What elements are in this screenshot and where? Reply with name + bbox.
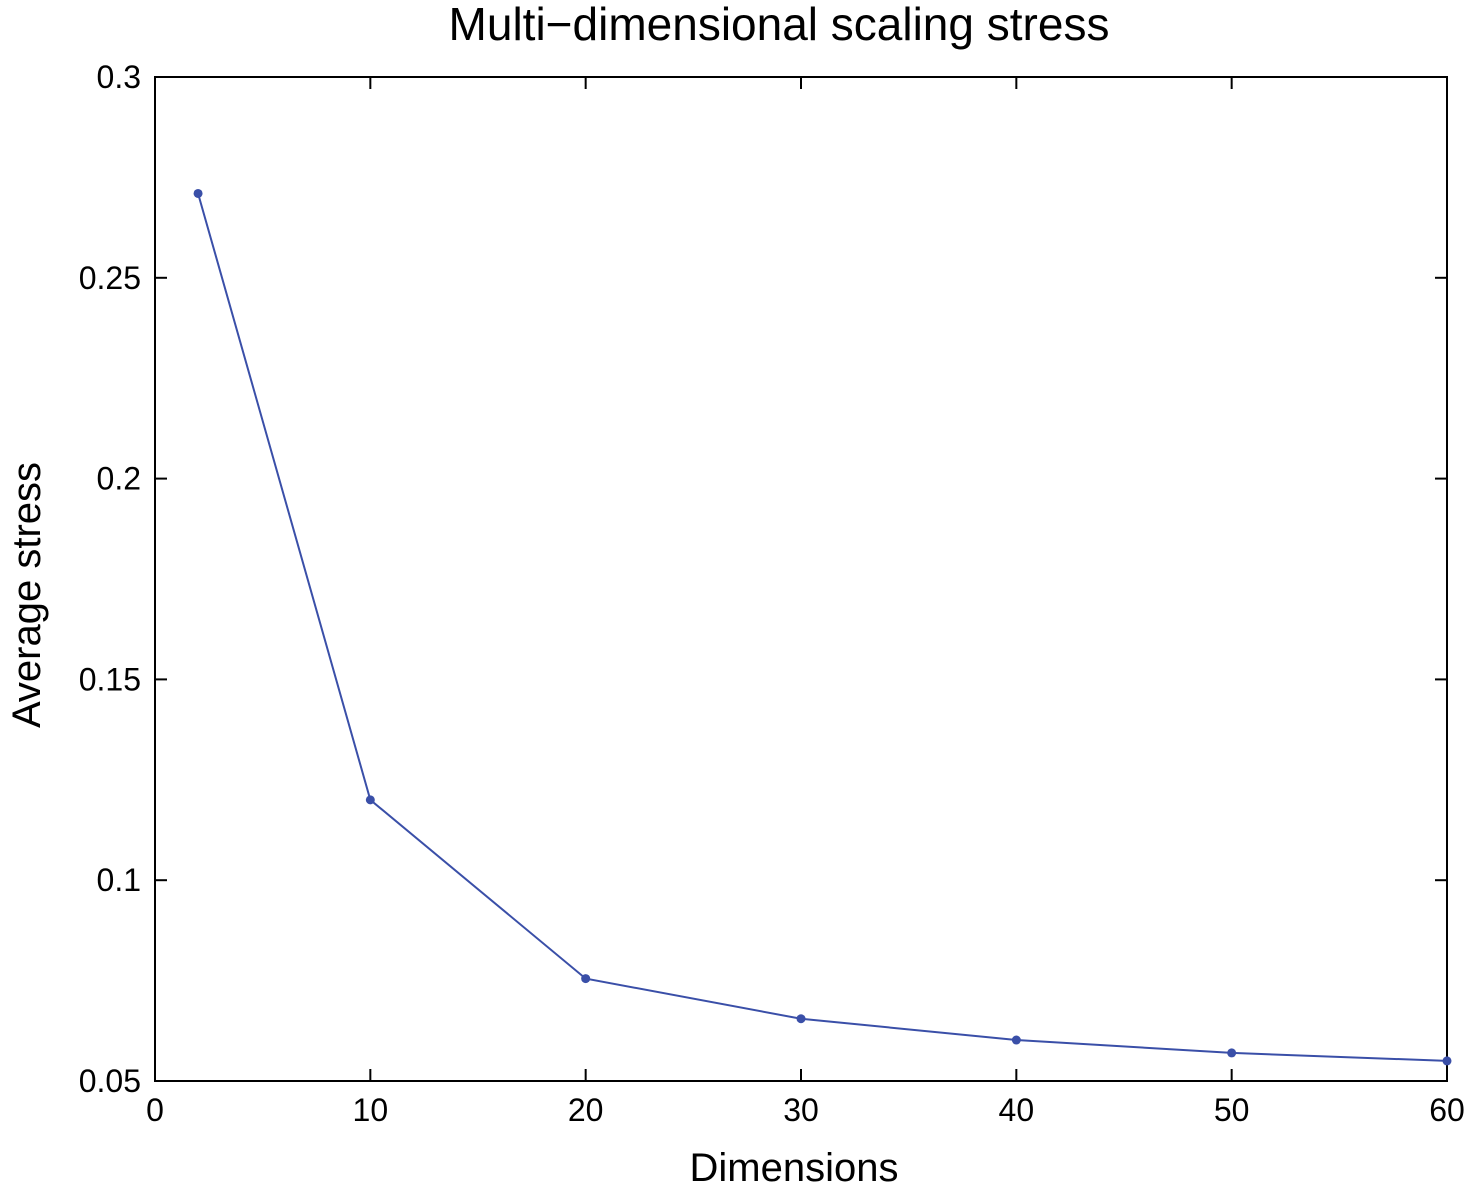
y-tick-label: 0.2 (97, 461, 141, 497)
x-tick-label: 10 (353, 1092, 389, 1128)
x-tick-label: 60 (1429, 1092, 1465, 1128)
y-tick-label: 0.05 (79, 1063, 141, 1099)
data-point (193, 188, 203, 198)
data-point (365, 795, 375, 805)
data-point (1227, 1048, 1237, 1058)
x-tick-label: 20 (568, 1092, 604, 1128)
x-tick-label: 0 (146, 1092, 164, 1128)
chart-title: Multi−dimensional scaling stress (449, 0, 1110, 50)
data-point (796, 1014, 806, 1024)
data-point (1011, 1035, 1021, 1045)
x-tick-label: 50 (1214, 1092, 1250, 1128)
plot-frame (154, 76, 1448, 1082)
axis-ticks (154, 76, 1448, 1082)
series-group (193, 188, 1452, 1066)
y-axis-label: Average stress (5, 462, 49, 728)
y-tick-label: 0.25 (79, 260, 141, 296)
x-axis-label: Dimensions (690, 1146, 899, 1189)
data-point (1442, 1056, 1452, 1066)
x-tick-label: 30 (783, 1092, 819, 1128)
y-tick-label: 0.15 (79, 661, 141, 697)
y-tick-label: 0.3 (97, 59, 141, 95)
axis-tick-labels: 0 10 20 30 40 50 60 0.05 0.1 0.15 0.2 0.25 0.3 (79, 59, 1465, 1128)
series-line (197, 193, 1448, 1062)
data-point (581, 974, 591, 984)
x-tick-label: 40 (999, 1092, 1035, 1128)
y-tick-label: 0.1 (97, 862, 141, 898)
